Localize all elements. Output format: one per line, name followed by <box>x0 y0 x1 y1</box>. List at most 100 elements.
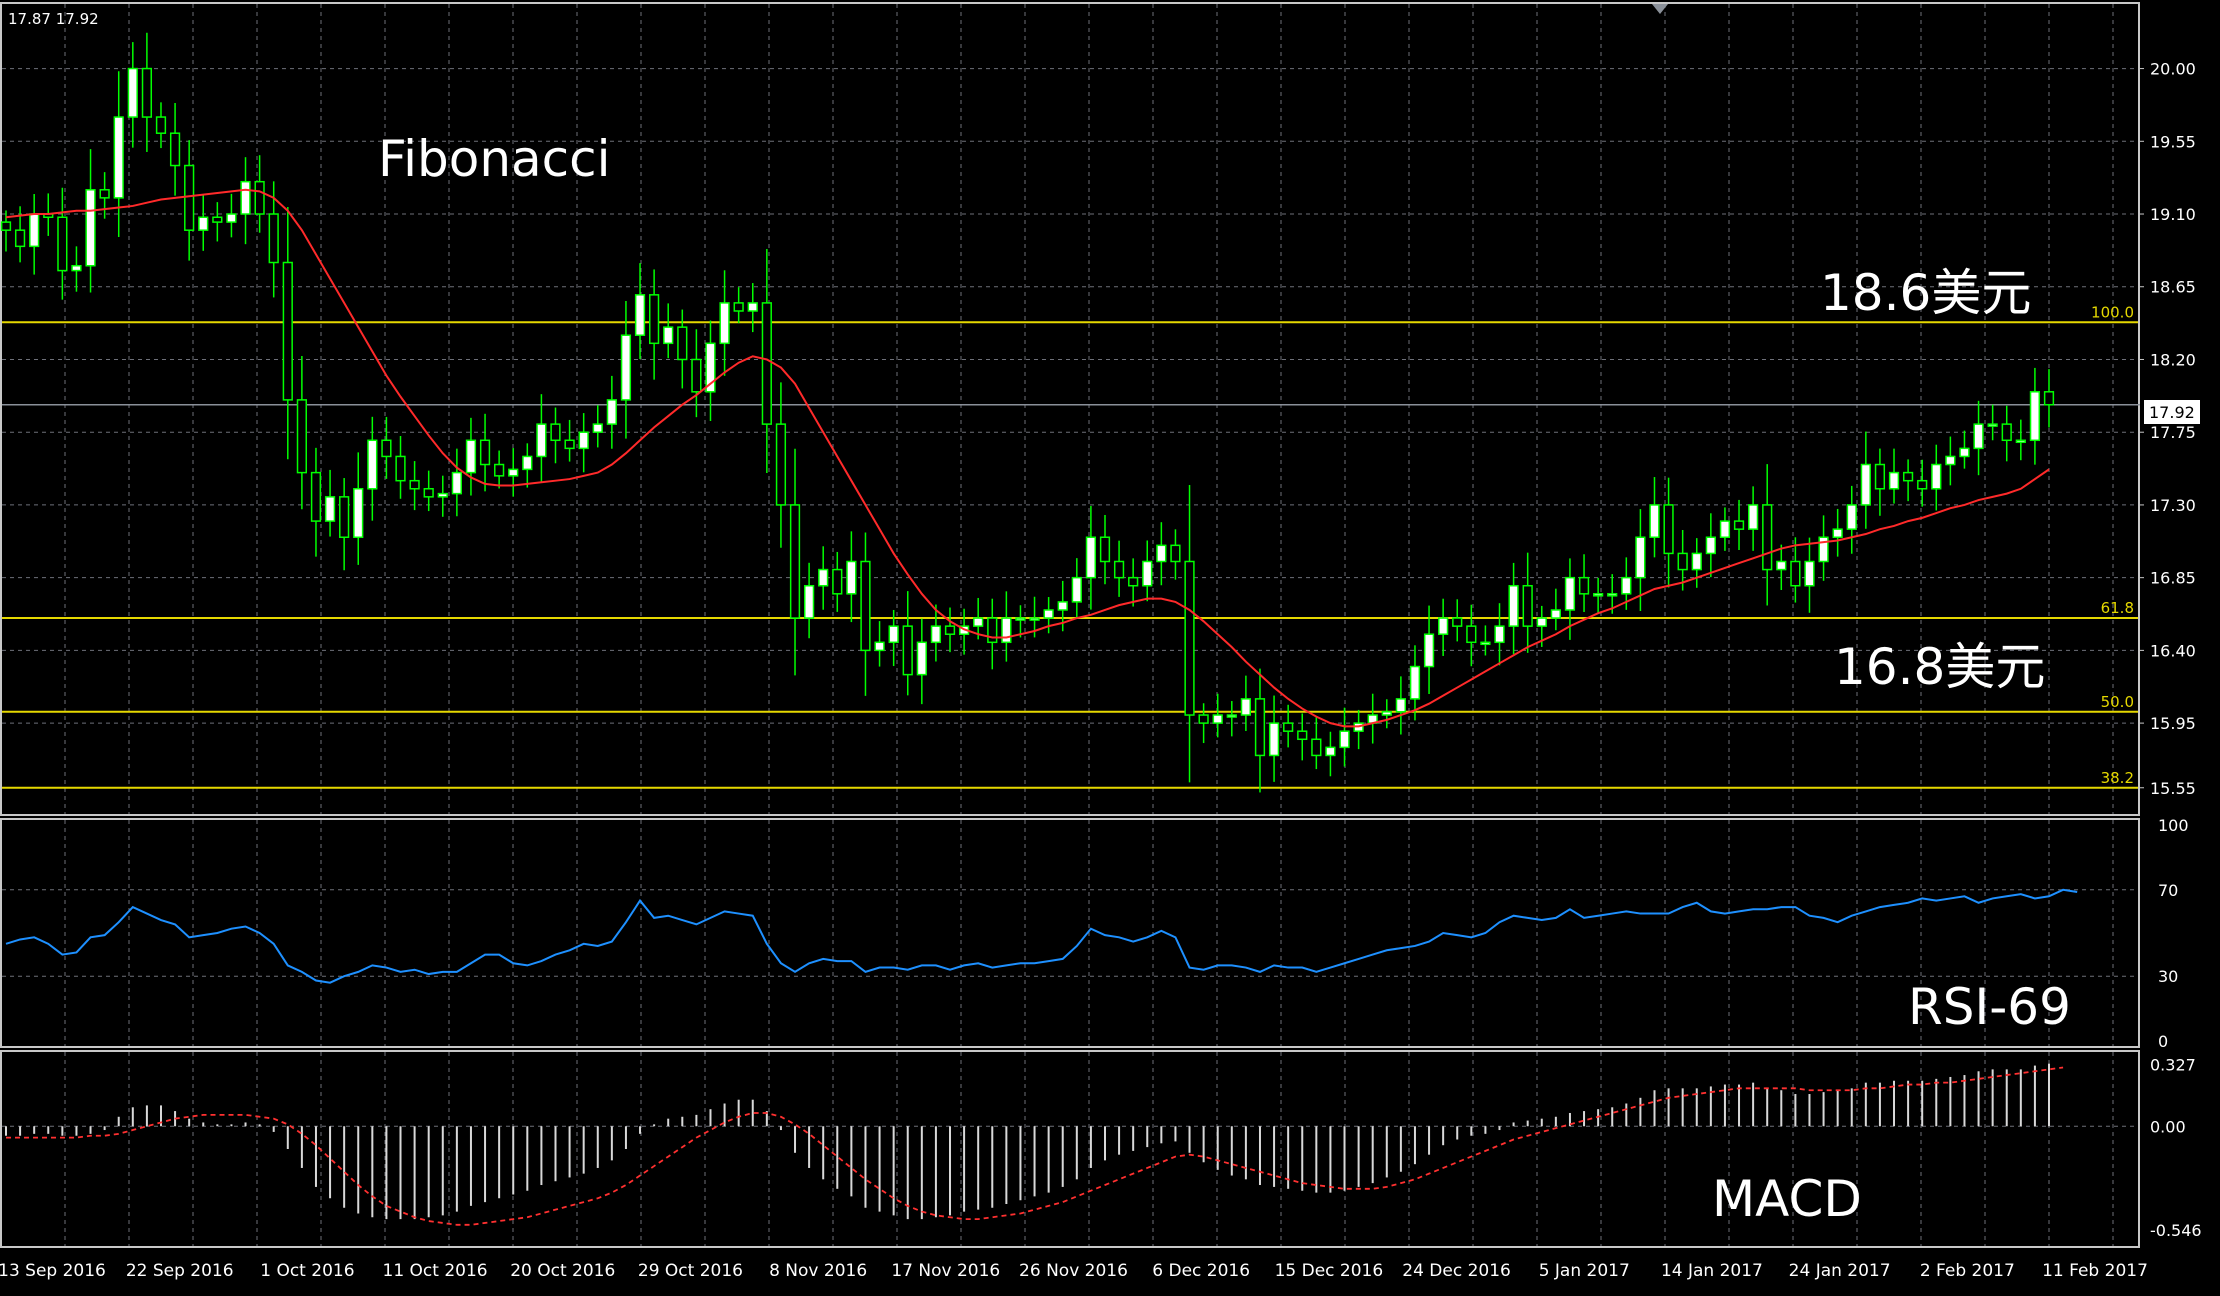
candle-body <box>1381 711 1392 716</box>
x-tick-label: 13 Sep 2016 <box>0 1261 106 1281</box>
moving-average <box>5 188 2050 728</box>
candle-body <box>1705 536 1716 555</box>
candle-body <box>465 439 477 474</box>
candle-body <box>1888 471 1900 490</box>
candle-body <box>1536 617 1547 627</box>
candle-body <box>1325 746 1336 757</box>
candle-body <box>578 431 589 450</box>
current-price-value: 17.92 <box>2149 403 2195 422</box>
candle-body <box>1099 536 1111 563</box>
candle-body <box>1719 520 1731 539</box>
candle-body <box>973 617 984 627</box>
candle-body <box>2001 423 2012 442</box>
rsi-tick-label: 0 <box>2158 1032 2168 1051</box>
candle-body <box>14 229 26 248</box>
candle-body <box>987 617 998 644</box>
rsi-label: RSI-69 <box>1908 978 2071 1036</box>
candle-body <box>71 264 82 272</box>
candle-body <box>1804 560 1815 587</box>
candle-body <box>536 423 547 458</box>
macd-tick-label: 0.327 <box>2150 1055 2196 1074</box>
candle-body <box>775 423 787 506</box>
scroll-marker-icon[interactable] <box>1652 4 1668 14</box>
candle-body <box>1945 455 1956 466</box>
macd-tick-label: -0.546 <box>2150 1221 2202 1240</box>
candle-body <box>747 302 758 312</box>
price-tick-label: 20.00 <box>2150 60 2196 79</box>
rsi-tick-label: 100 <box>2158 816 2189 835</box>
candle-body <box>1790 560 1801 587</box>
candle-body <box>296 399 308 474</box>
ohlc-readout: 17.87 17.92 <box>8 10 99 28</box>
candle-body <box>1395 698 1406 713</box>
x-tick-label: 2 Feb 2017 <box>1920 1261 2015 1281</box>
candle-body <box>634 294 646 336</box>
x-tick-label: 24 Jan 2017 <box>1789 1261 1891 1281</box>
candle-body <box>1029 617 1040 621</box>
candle-body <box>916 641 927 676</box>
x-tick-label: 20 Oct 2016 <box>510 1261 615 1281</box>
candle-body <box>1001 617 1012 644</box>
candle-body <box>1113 560 1125 579</box>
candle-body <box>1959 447 1970 458</box>
fibonacci-levels: 100.0 61.8 50.0 38.2 <box>2 303 2138 789</box>
fib-level-label: 61.8 <box>2101 599 2134 617</box>
candle-body <box>1677 552 1688 571</box>
rsi-tick-label: 70 <box>2158 881 2178 900</box>
candle-body <box>29 213 40 248</box>
candle-body <box>423 488 434 498</box>
candle-body <box>1170 544 1181 563</box>
candle-body <box>1522 584 1533 627</box>
candle-body <box>494 463 505 477</box>
x-tick-label: 24 Dec 2016 <box>1402 1261 1511 1281</box>
candle-body <box>367 439 378 490</box>
candle-body <box>0 221 12 231</box>
candle-body <box>1142 560 1153 587</box>
x-tick-label: 11 Feb 2017 <box>2042 1261 2148 1281</box>
x-tick-label: 14 Jan 2017 <box>1661 1261 1763 1281</box>
candle-body <box>141 67 153 118</box>
price-tick-label: 16.85 <box>2150 569 2196 588</box>
candle-body <box>719 302 730 345</box>
candle-body <box>1452 617 1463 627</box>
candle-body <box>761 302 772 425</box>
fib-level-label: 50.0 <box>2101 693 2134 711</box>
candle-body <box>353 488 364 539</box>
candle-body <box>1874 463 1886 490</box>
candle-body <box>1917 479 1928 490</box>
candle-body <box>663 326 674 345</box>
candle-body <box>1564 576 1576 611</box>
fibonacci-annotation: Fibonacci <box>378 130 611 188</box>
candle-body <box>1593 593 1604 597</box>
candle-body <box>508 468 519 477</box>
candle-body <box>1832 528 1843 539</box>
x-tick-label: 8 Nov 2016 <box>769 1261 867 1281</box>
candle-body <box>2015 439 2026 444</box>
candle-body <box>409 479 420 490</box>
candle-body <box>620 334 632 401</box>
candle-body <box>57 216 68 272</box>
candle-body <box>1776 560 1787 571</box>
chart-panes <box>0 2 2140 1248</box>
candle-body <box>339 496 350 539</box>
candle-body <box>1762 504 1773 571</box>
candle-body <box>1931 463 1942 490</box>
grid-lines <box>2 4 2140 1246</box>
price-pane <box>0 2 2140 816</box>
x-tick-label: 15 Dec 2016 <box>1275 1261 1384 1281</box>
candle-body <box>803 584 815 619</box>
x-tick-label: 6 Dec 2016 <box>1152 1261 1250 1281</box>
candle-body <box>930 625 942 644</box>
x-tick-label: 1 Oct 2016 <box>260 1261 354 1281</box>
candle-body <box>1268 722 1280 757</box>
candle-body <box>550 423 561 442</box>
candle-body <box>592 423 603 433</box>
candle-body <box>226 213 237 223</box>
candle-body <box>395 455 406 482</box>
macd-indicator <box>5 1063 2064 1226</box>
candle-body <box>1733 520 1745 530</box>
candle-body <box>1691 552 1702 571</box>
candle-body <box>944 625 956 635</box>
